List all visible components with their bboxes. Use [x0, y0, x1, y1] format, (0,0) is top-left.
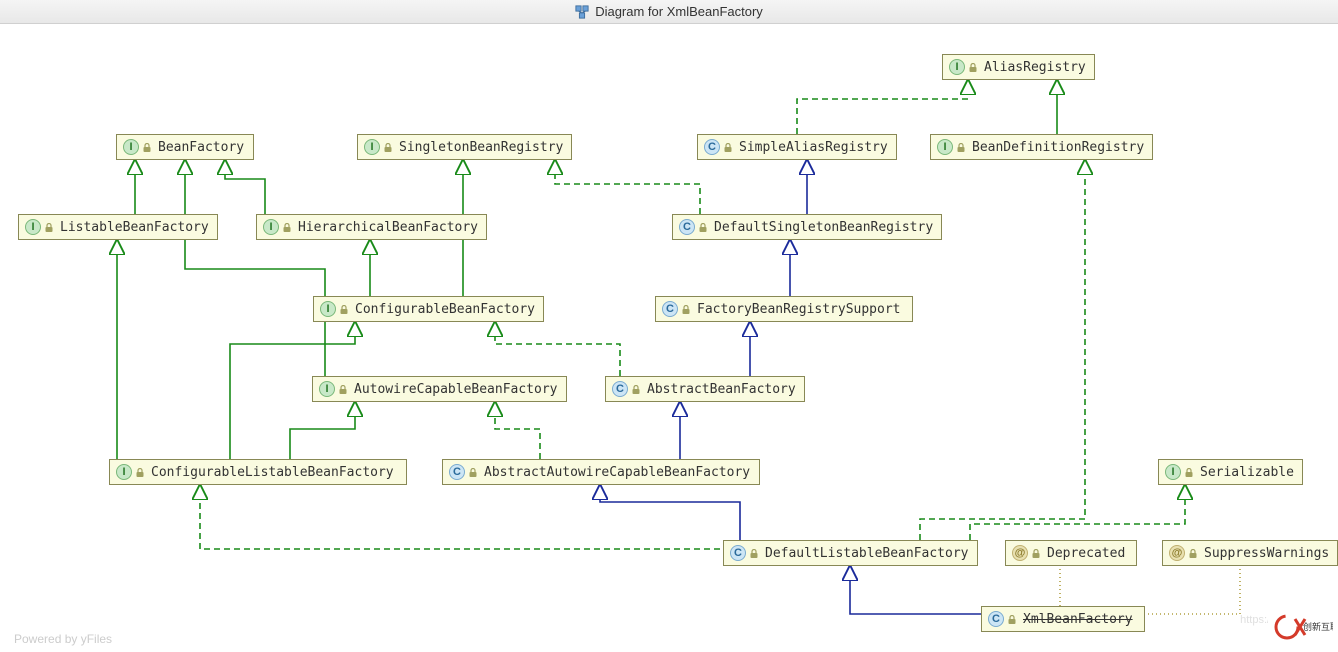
node-label: Serializable [1200, 465, 1294, 480]
lock-icon [339, 304, 349, 314]
node-AbstractAutowireCapableBeanFactory[interactable]: C AbstractAutowireCapableBeanFactory [442, 459, 760, 485]
node-label: ListableBeanFactory [60, 220, 209, 235]
lock-icon [631, 384, 641, 394]
node-label: BeanDefinitionRegistry [972, 140, 1144, 155]
title-bar: Diagram for XmlBeanFactory [0, 0, 1338, 24]
lock-icon [681, 304, 691, 314]
node-label: DefaultSingletonBeanRegistry [714, 220, 933, 235]
node-DefaultSingletonBeanRegistry[interactable]: C DefaultSingletonBeanRegistry [672, 214, 942, 240]
kind-badge-class: C [704, 139, 720, 155]
kind-badge-interface: I [116, 464, 132, 480]
diagram-canvas[interactable]: I AliasRegistry I BeanFactory I SingletonBean… [0, 24, 1338, 652]
title-text: Diagram for XmlBeanFactory [595, 4, 763, 19]
node-SingletonBeanRegistry[interactable]: I SingletonBeanRegistry [357, 134, 572, 160]
footer-text: Powered by yFiles [14, 632, 112, 646]
node-DefaultListableBeanFactory[interactable]: C DefaultListableBeanFactory [723, 540, 978, 566]
lock-icon [282, 222, 292, 232]
edge-AutowireCapableBeanFactory-to-BeanFactory [185, 159, 325, 376]
lock-icon [142, 142, 152, 152]
node-AutowireCapableBeanFactory[interactable]: I AutowireCapableBeanFactory [312, 376, 567, 402]
edge-DefaultListableBeanFactory-to-Serializable [970, 484, 1185, 540]
kind-badge-class: C [730, 545, 746, 561]
kind-badge-class: C [679, 219, 695, 235]
lock-icon [698, 222, 708, 232]
edge-AbstractAutowireCapableBeanFactory-to-AutowireCapableBeanFactory [495, 401, 540, 459]
node-label: AutowireCapableBeanFactory [354, 382, 558, 397]
node-label: ConfigurableBeanFactory [355, 302, 535, 317]
edge-DefaultSingletonBeanRegistry-to-SingletonBeanRegistry [555, 159, 700, 214]
kind-badge-interface: I [949, 59, 965, 75]
kind-badge-interface: I [263, 219, 279, 235]
node-label: HierarchicalBeanFactory [298, 220, 478, 235]
lock-icon [749, 548, 759, 558]
node-AbstractBeanFactory[interactable]: C AbstractBeanFactory [605, 376, 805, 402]
lock-icon [1184, 467, 1194, 477]
node-label: SimpleAliasRegistry [739, 140, 888, 155]
kind-badge-interface: I [937, 139, 953, 155]
kind-badge-interface: I [1165, 464, 1181, 480]
lock-icon [1031, 548, 1041, 558]
edges-layer [0, 24, 1338, 652]
node-label: SuppressWarnings [1204, 546, 1329, 561]
lock-icon [383, 142, 393, 152]
node-label: ConfigurableListableBeanFactory [151, 465, 394, 480]
kind-badge-interface: I [320, 301, 336, 317]
kind-badge-class: C [449, 464, 465, 480]
node-ConfigurableListableBeanFactory[interactable]: I ConfigurableListableBeanFactory [109, 459, 407, 485]
edge-HierarchicalBeanFactory-to-BeanFactory [225, 159, 265, 214]
edge-XmlBeanFactory-to-SuppressWarnings [1140, 565, 1240, 614]
kind-badge-interface: I [25, 219, 41, 235]
node-label: BeanFactory [158, 140, 244, 155]
node-SimpleAliasRegistry[interactable]: C SimpleAliasRegistry [697, 134, 897, 160]
edge-DefaultListableBeanFactory-to-AbstractAutowireCapableBeanFactory [600, 484, 740, 540]
kind-badge-class: C [988, 611, 1004, 627]
node-label: Deprecated [1047, 546, 1125, 561]
node-AliasRegistry[interactable]: I AliasRegistry [942, 54, 1095, 80]
node-ListableBeanFactory[interactable]: I ListableBeanFactory [18, 214, 218, 240]
kind-badge-class: C [662, 301, 678, 317]
kind-badge-annotation: @ [1169, 545, 1185, 561]
node-label: AliasRegistry [984, 60, 1086, 75]
node-Serializable[interactable]: I Serializable [1158, 459, 1303, 485]
edge-DefaultListableBeanFactory-to-BeanDefinitionRegistry [920, 159, 1085, 540]
node-Deprecated[interactable]: @ Deprecated [1005, 540, 1137, 566]
node-label: DefaultListableBeanFactory [765, 546, 969, 561]
lock-icon [1188, 548, 1198, 558]
lock-icon [44, 222, 54, 232]
node-label: FactoryBeanRegistrySupport [697, 302, 901, 317]
edge-DefaultListableBeanFactory-to-ConfigurableListableBeanFactory [200, 484, 730, 549]
lock-icon [135, 467, 145, 477]
edge-AbstractBeanFactory-to-ConfigurableBeanFactory [495, 321, 620, 376]
edge-SimpleAliasRegistry-to-AliasRegistry [797, 79, 968, 134]
node-label: AbstractAutowireCapableBeanFactory [484, 465, 750, 480]
edge-XmlBeanFactory-to-DefaultListableBeanFactory [850, 565, 995, 614]
kind-badge-interface: I [319, 381, 335, 397]
lock-icon [468, 467, 478, 477]
brand-logo: 创新互联 [1268, 602, 1338, 652]
edge-ConfigurableListableBeanFactory-to-AutowireCapableBeanFactory [290, 401, 355, 459]
lock-icon [723, 142, 733, 152]
node-HierarchicalBeanFactory[interactable]: I HierarchicalBeanFactory [256, 214, 487, 240]
node-label: AbstractBeanFactory [647, 382, 796, 397]
lock-icon [338, 384, 348, 394]
svg-text:创新互联: 创新互联 [1303, 621, 1333, 632]
node-label: XmlBeanFactory [1023, 612, 1133, 627]
node-FactoryBeanRegistrySupport[interactable]: C FactoryBeanRegistrySupport [655, 296, 913, 322]
node-XmlBeanFactory[interactable]: C XmlBeanFactory [981, 606, 1145, 632]
node-ConfigurableBeanFactory[interactable]: I ConfigurableBeanFactory [313, 296, 544, 322]
kind-badge-annotation: @ [1012, 545, 1028, 561]
diagram-icon [575, 5, 589, 19]
lock-icon [956, 142, 966, 152]
lock-icon [968, 62, 978, 72]
kind-badge-class: C [612, 381, 628, 397]
kind-badge-interface: I [364, 139, 380, 155]
node-BeanFactory[interactable]: I BeanFactory [116, 134, 254, 160]
lock-icon [1007, 614, 1017, 624]
node-BeanDefinitionRegistry[interactable]: I BeanDefinitionRegistry [930, 134, 1153, 160]
node-label: SingletonBeanRegistry [399, 140, 563, 155]
kind-badge-interface: I [123, 139, 139, 155]
node-SuppressWarnings[interactable]: @ SuppressWarnings [1162, 540, 1338, 566]
